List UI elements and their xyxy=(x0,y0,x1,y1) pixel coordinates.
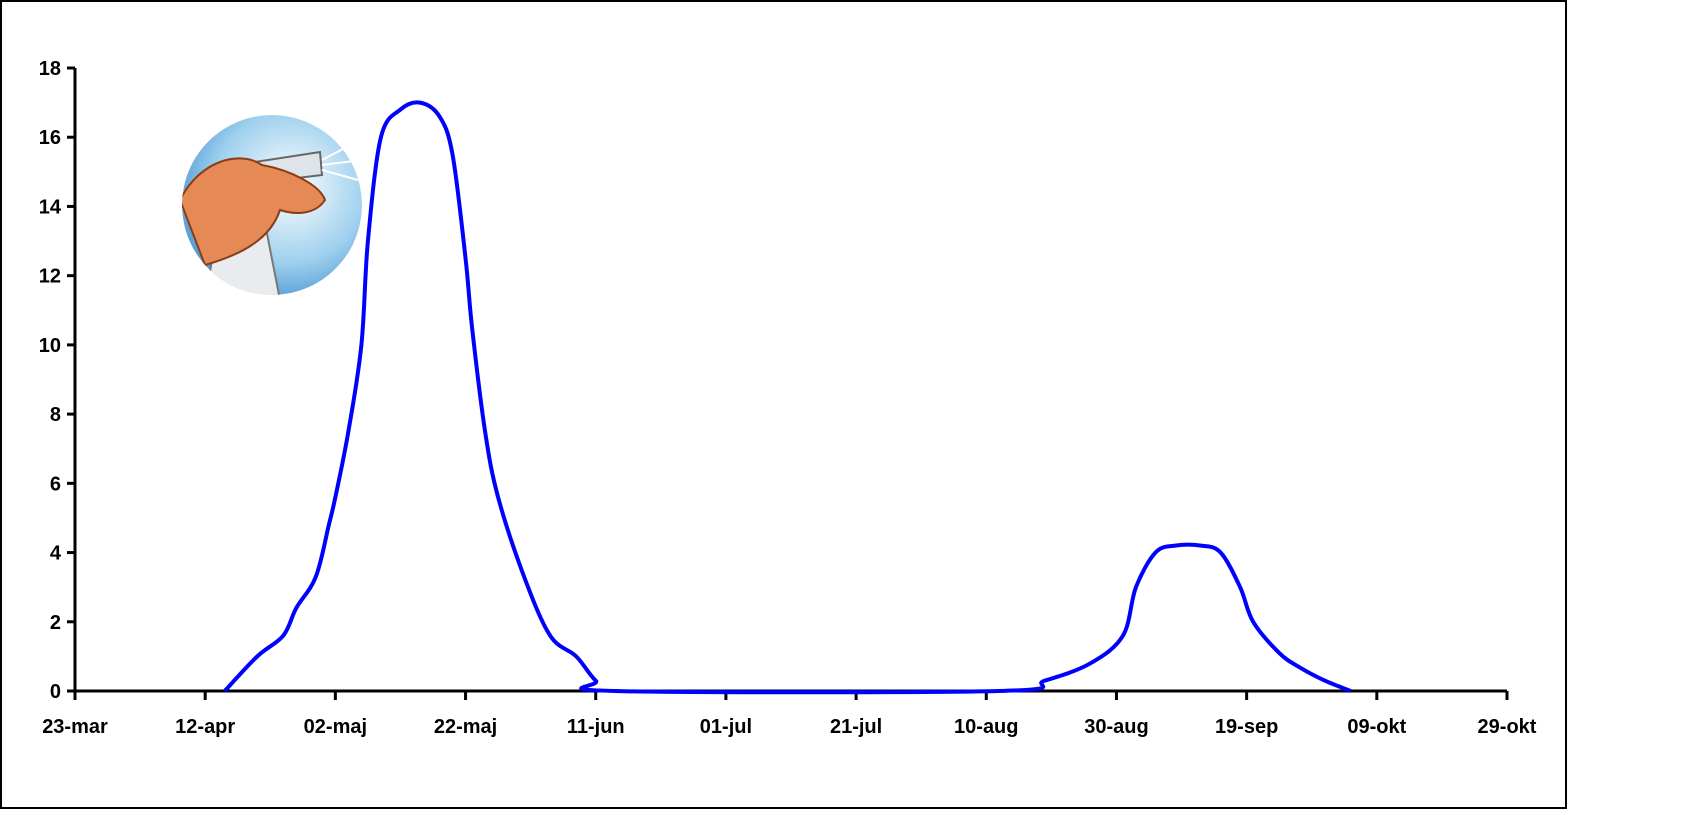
x-tick-label: 21-jul xyxy=(830,716,882,738)
y-tick-label: 14 xyxy=(39,196,62,218)
x-tick-label: 10-aug xyxy=(954,716,1018,738)
y-tick-label: 18 xyxy=(39,58,61,80)
x-tick-label: 09-okt xyxy=(1347,716,1406,738)
x-tick-label: 12-apr xyxy=(175,716,235,738)
y-tick-label: 8 xyxy=(50,404,61,426)
x-tick-label: 01-jul xyxy=(700,716,752,738)
y-tick-label: 6 xyxy=(50,473,61,495)
x-tick-label: 29-okt xyxy=(1478,716,1537,738)
y-tick-label: 16 xyxy=(39,127,61,149)
x-tick-label: 19-sep xyxy=(1215,716,1278,738)
y-tick-label: 10 xyxy=(39,335,61,357)
x-tick-label: 23-mar xyxy=(42,716,108,738)
x-tick-label: 11-jun xyxy=(567,716,625,738)
x-tick-label: 02-maj xyxy=(304,716,367,738)
frame xyxy=(0,0,1567,809)
y-tick-label: 2 xyxy=(50,612,61,634)
y-tick-label: 0 xyxy=(50,681,61,703)
spray-illustration xyxy=(182,115,362,295)
data-line xyxy=(223,100,1352,695)
x-tick-label: 30-aug xyxy=(1084,716,1148,738)
y-tick-label: 4 xyxy=(50,543,62,565)
y-tick-label: 12 xyxy=(39,266,61,288)
x-tick-label: 22-maj xyxy=(434,716,497,738)
